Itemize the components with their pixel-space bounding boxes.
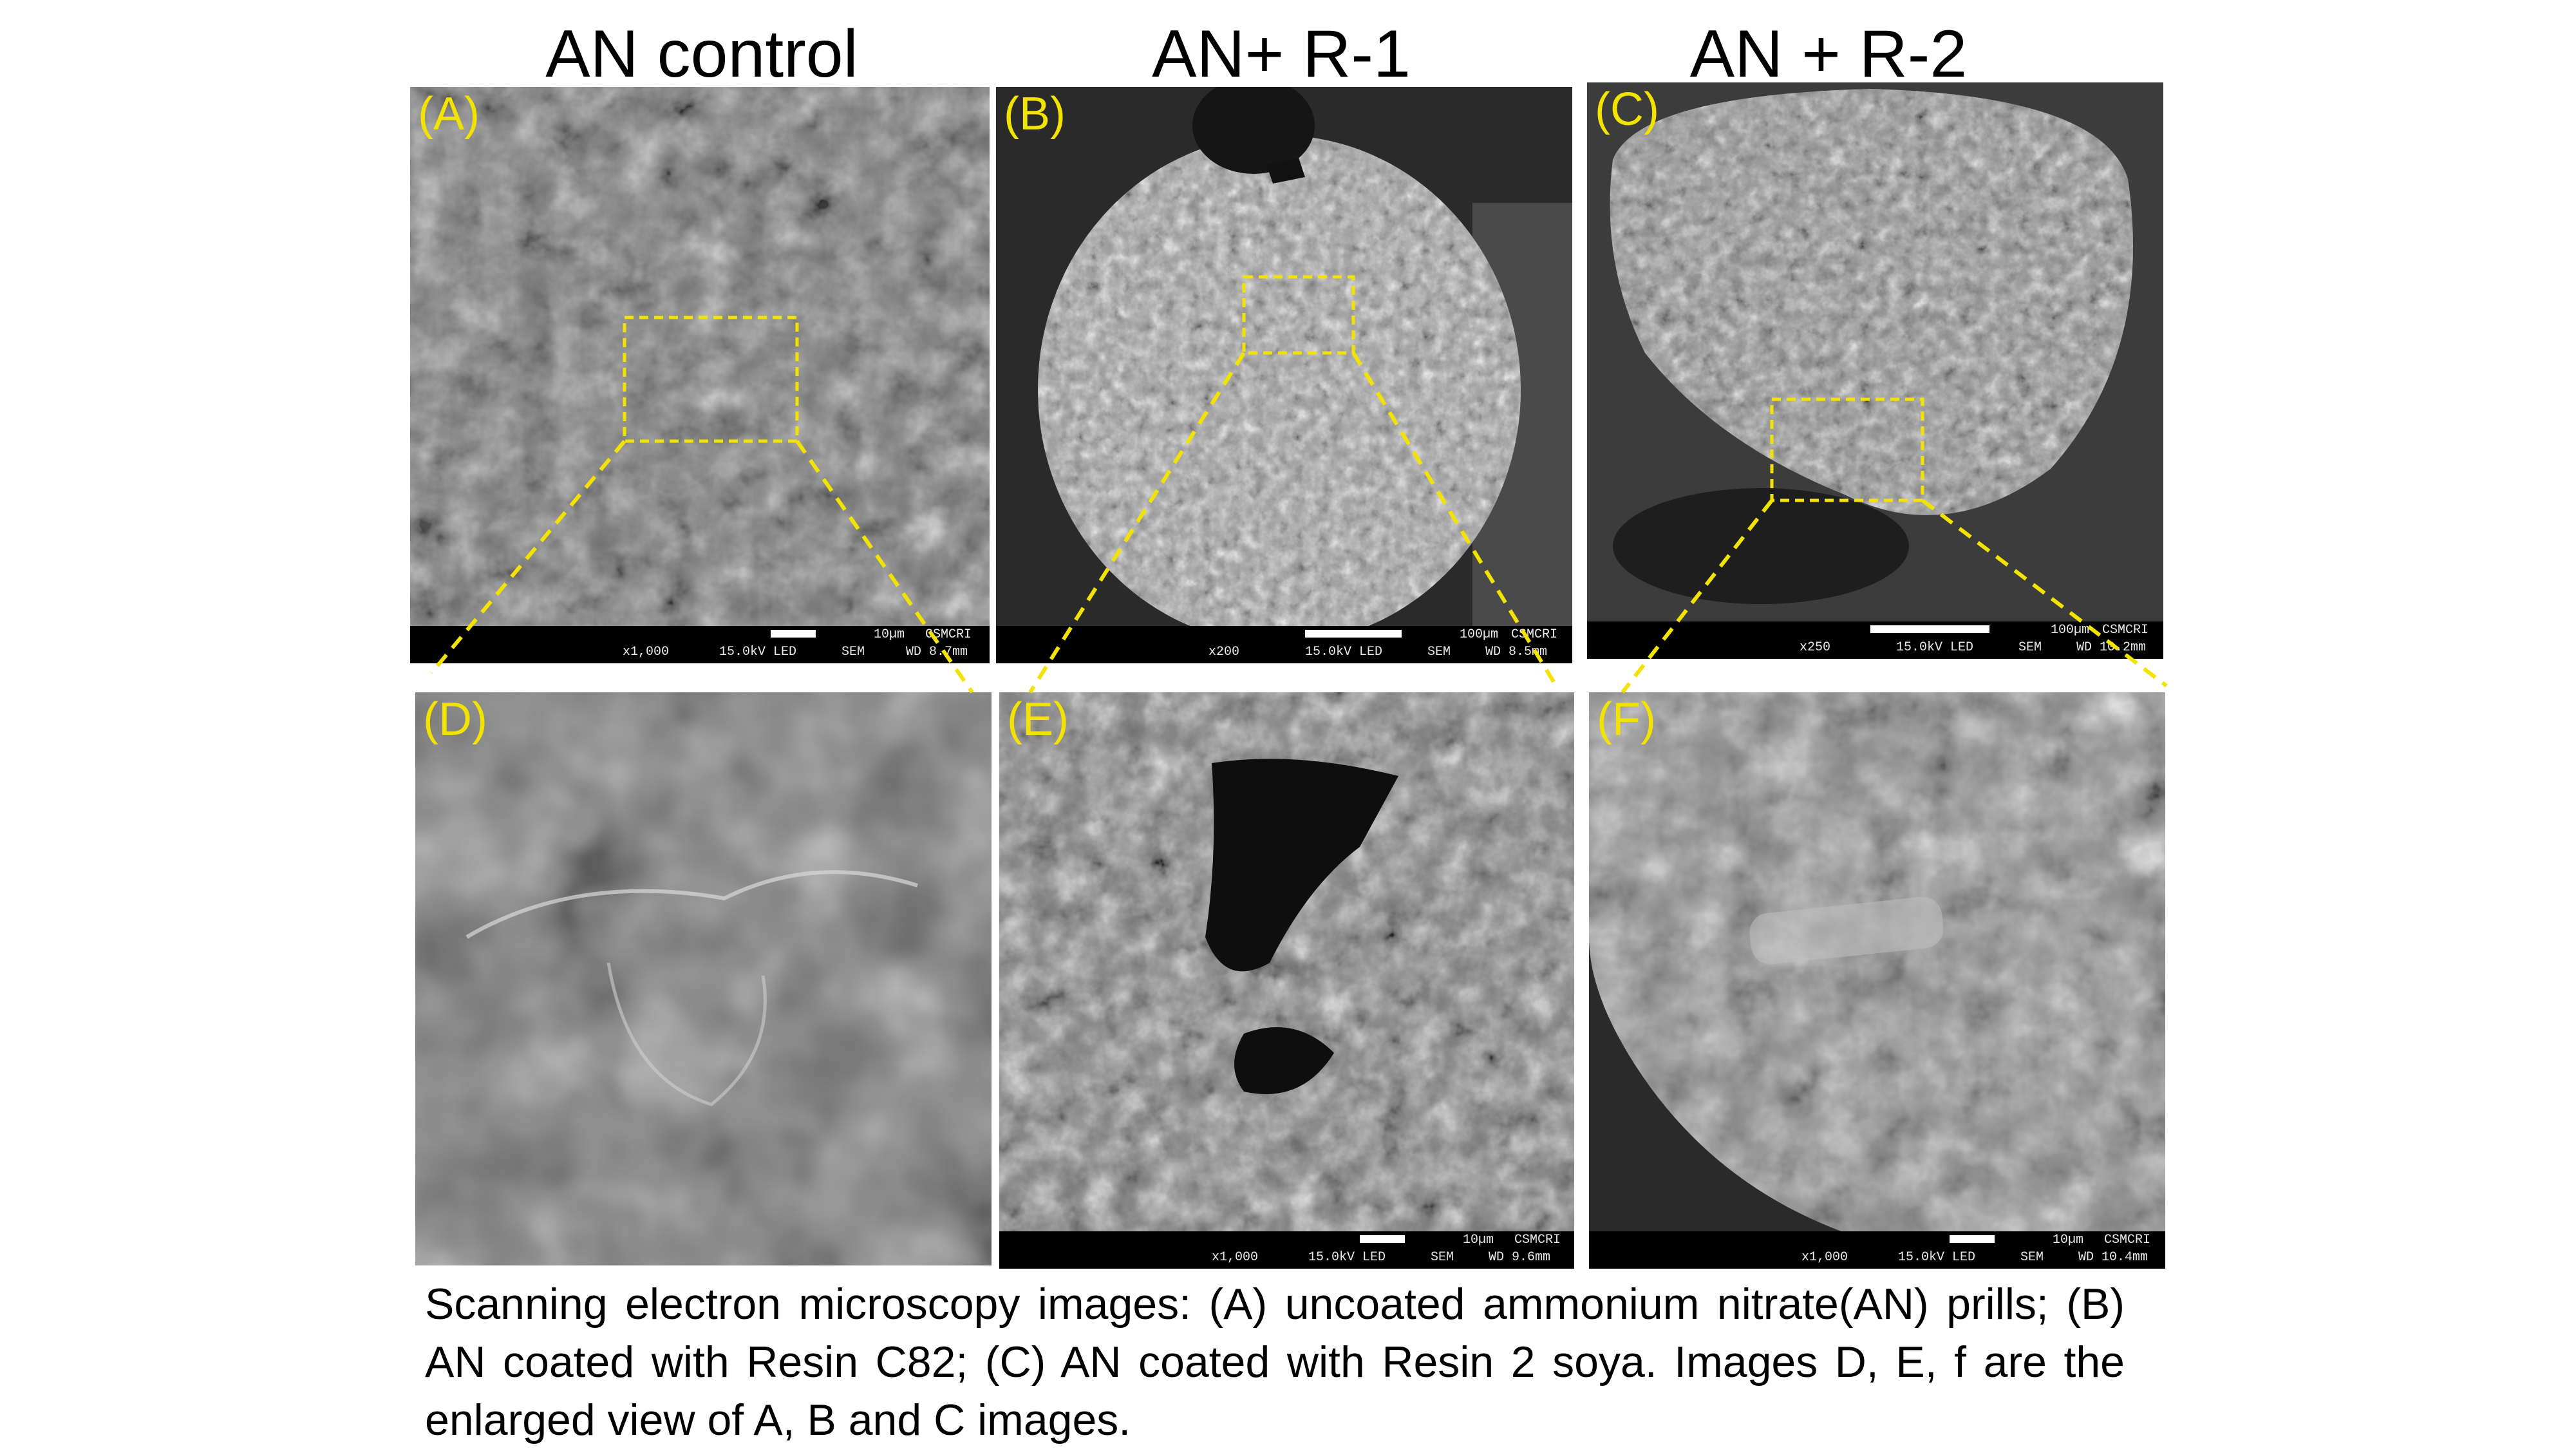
- mag-text-e: x1,000: [1212, 1250, 1259, 1265]
- mode-text-b: SEM: [1427, 645, 1451, 659]
- kv-text-b: 15.0kV LED: [1305, 645, 1383, 659]
- sem-texture-c: [1587, 82, 2163, 659]
- sem-image-d: (D): [415, 692, 992, 1265]
- scale-bar-b: [1305, 630, 1402, 638]
- panel-label-c: (C): [1595, 84, 1659, 135]
- sem-image-e: (E) 10µm CSMCRI x1,000 15.0kV LED SEM WD…: [999, 692, 1574, 1269]
- figure-caption: Scanning electron microscopy images: (A)…: [425, 1280, 2125, 1444]
- scale-text-c: 100µm: [2051, 623, 2090, 638]
- panel-label-b: (B): [1004, 88, 1066, 140]
- mag-text-b: x200: [1208, 645, 1240, 659]
- org-text-b: CSMCRI: [1511, 627, 1558, 642]
- kv-text-c: 15.0kV LED: [1896, 640, 1974, 655]
- sem-info-bar-f: 10µm CSMCRI x1,000 15.0kV LED SEM WD 10.…: [1589, 1231, 2165, 1269]
- kv-text-f: 15.0kV LED: [1898, 1250, 1976, 1265]
- scale-bar-c: [1870, 625, 1989, 633]
- sem-info-bar-c: 100µm CSMCRI x250 15.0kV LED SEM WD 10.2…: [1587, 621, 2163, 659]
- mode-text-e: SEM: [1431, 1250, 1454, 1265]
- scale-bar-e: [1360, 1235, 1405, 1243]
- wd-text-f: WD 10.4mm: [2078, 1250, 2148, 1265]
- sem-image-f: (F) 10µm CSMCRI x1,000 15.0kV LED SEM WD…: [1589, 692, 2165, 1269]
- wd-text-a: WD 8.7mm: [906, 645, 968, 659]
- sem-image-c: (C) 100µm CSMCRI x250 15.0kV LED SEM WD …: [1587, 82, 2163, 659]
- column-title-an-control: AN control: [545, 17, 858, 91]
- column-title-an-r2: AN + R-2: [1689, 17, 1968, 91]
- sem-info-bar-a: 10µm CSMCRI x1,000 15.0kV LED SEM WD 8.7…: [410, 626, 990, 663]
- scale-text-e: 10µm: [1463, 1233, 1494, 1247]
- panel-label-f: (F): [1597, 694, 1656, 745]
- sem-info-bar-e: 10µm CSMCRI x1,000 15.0kV LED SEM WD 9.6…: [999, 1231, 1574, 1269]
- column-title-an-r1: AN+ R-1: [1152, 17, 1411, 91]
- scale-text-f: 10µm: [2053, 1233, 2084, 1247]
- wd-text-c: WD 10.2mm: [2076, 640, 2147, 655]
- sem-texture-e: [999, 692, 1574, 1269]
- wd-text-b: WD 8.5mm: [1485, 645, 1548, 659]
- mag-text-f: x1,000: [1801, 1250, 1848, 1265]
- panel-label-d: (D): [423, 694, 487, 745]
- sem-image-a: (A) 10µm CSMCRI x1,000 15.0kV LED SEM WD…: [410, 87, 990, 663]
- org-text-e: CSMCRI: [1514, 1233, 1561, 1247]
- org-text-a: CSMCRI: [925, 627, 972, 642]
- panel-label-a: (A): [418, 88, 480, 140]
- mode-text-f: SEM: [2020, 1250, 2044, 1265]
- sem-texture-d: [415, 692, 992, 1265]
- wd-text-e: WD 9.6mm: [1489, 1250, 1551, 1265]
- scale-text-b: 100µm: [1460, 627, 1499, 642]
- sem-info-bar-b: 100µm CSMCRI x200 15.0kV LED SEM WD 8.5m…: [996, 626, 1572, 663]
- sem-texture-f: [1589, 692, 2165, 1269]
- org-text-c: CSMCRI: [2102, 623, 2149, 638]
- mag-text-a: x1,000: [623, 645, 670, 659]
- kv-text-a: 15.0kV LED: [719, 645, 797, 659]
- scale-bar-f: [1950, 1235, 1995, 1243]
- sem-texture-a: [410, 87, 990, 663]
- sem-texture-b: [996, 87, 1572, 663]
- org-text-f: CSMCRI: [2104, 1233, 2151, 1247]
- panel-label-e: (E): [1007, 694, 1069, 745]
- scale-bar-a: [771, 630, 816, 638]
- mag-text-c: x250: [1800, 640, 1831, 655]
- mode-text-a: SEM: [841, 645, 865, 659]
- mode-text-c: SEM: [2018, 640, 2042, 655]
- kv-text-e: 15.0kV LED: [1308, 1250, 1386, 1265]
- scale-text-a: 10µm: [874, 627, 905, 642]
- sem-image-b: (B) 100µm CSMCRI x200 15.0kV LED SEM WD …: [996, 87, 1572, 663]
